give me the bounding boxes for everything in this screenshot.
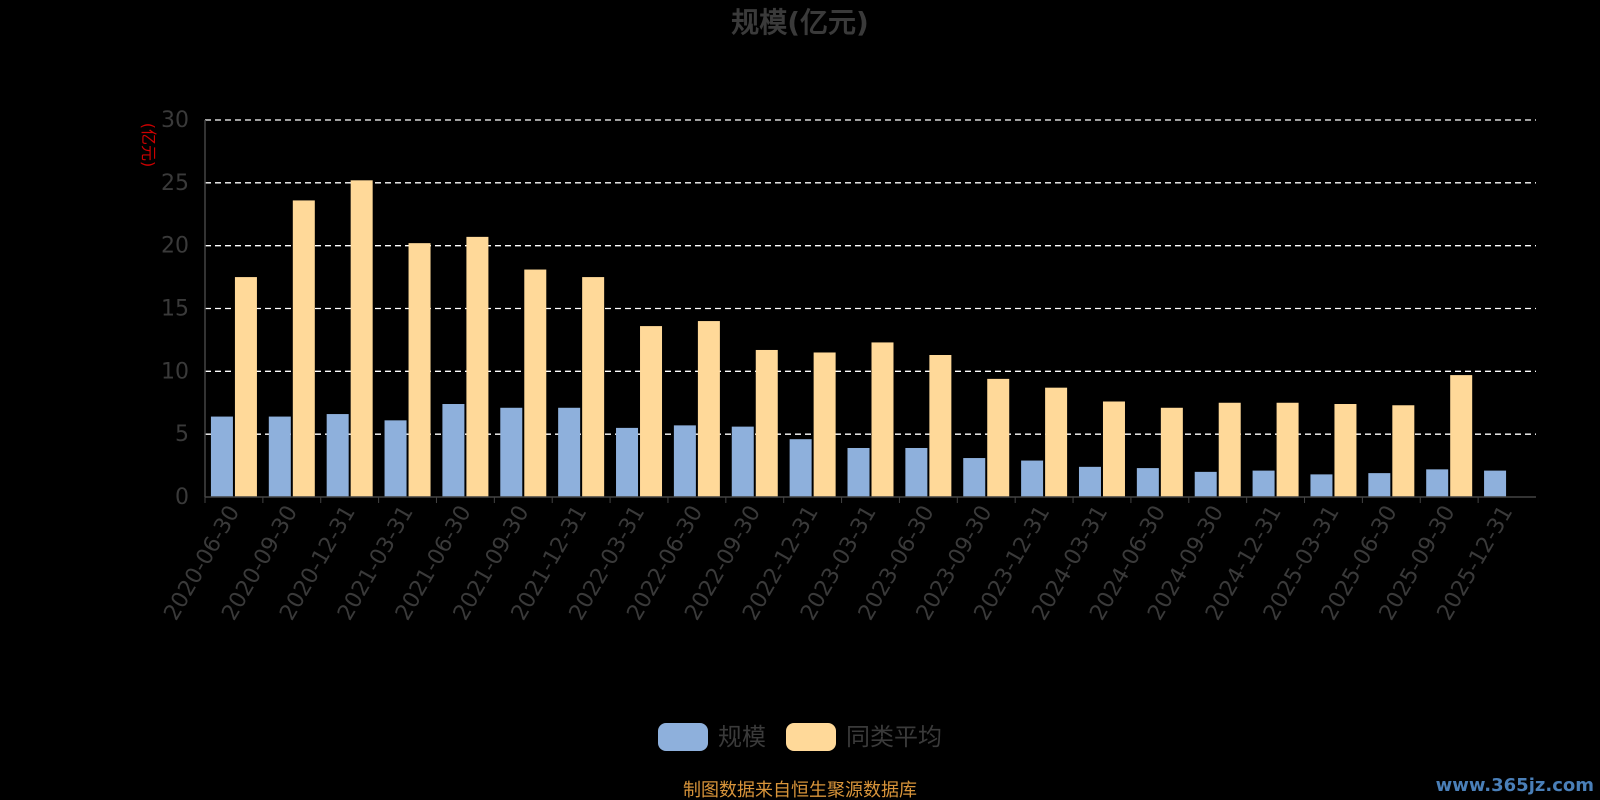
bar-peer-average [1334,404,1357,497]
legend-label: 同类平均 [846,723,942,751]
bar-scale [1021,460,1044,497]
bar-peer-average [813,352,836,497]
bar-scale [905,447,928,497]
grid [205,119,1536,435]
y-tick-label: 20 [161,234,189,259]
bar-scale [673,425,696,497]
bar-scale [1368,473,1391,497]
bar-peer-average [987,378,1010,497]
y-tick-label: 30 [161,108,189,133]
bar-scale [326,414,349,497]
bar-scale [558,407,581,497]
bar-scale [210,416,233,497]
bar-peer-average [1160,407,1183,497]
bar-scale [1136,468,1159,497]
bar-peer-average [408,243,431,497]
bar-peer-average [1450,375,1473,497]
bar-peer-average [1276,402,1299,497]
legend-item-peer-average[interactable]: 同类平均 [786,723,942,751]
bar-scale [1252,470,1275,497]
bar-scale [1078,466,1101,497]
bar-peer-average [640,326,663,497]
bar-peer-average [755,349,778,497]
y-tick-label: 25 [161,171,189,196]
bar-scale [616,427,639,497]
bar-peer-average [929,354,952,497]
bar-peer-average [234,277,257,497]
bar-scale [847,447,870,497]
bar-peer-average [1045,387,1068,497]
y-tick-label: 0 [175,485,189,510]
y-tick-label: 5 [175,422,189,447]
bar-scale [442,404,465,497]
bar-scale [789,439,812,497]
bar-scale [963,458,986,497]
legend-item-scale[interactable]: 规模 [658,723,766,751]
bar-scale [1426,469,1449,497]
y-tick-label: 10 [161,359,189,384]
bar-scale [500,407,523,497]
y-axis-label: (亿元) [139,123,158,168]
watermark: www.365jz.com [1435,775,1594,796]
legend-label: 规模 [718,723,766,751]
source-text: 制图数据来自恒生聚源数据库 [683,780,917,800]
bar-peer-average [871,342,894,497]
bars [210,180,1507,497]
bar-scale [1310,474,1333,497]
bar-peer-average [350,180,373,497]
x-axis: 2020-06-302020-09-302020-12-312021-03-31… [160,496,1536,625]
bar-scale [384,420,407,497]
bar-scale [1484,470,1507,497]
bar-scale [1194,471,1217,497]
legend-swatch [786,723,836,751]
bar-peer-average [1218,402,1241,497]
bar-peer-average [1102,401,1125,497]
bar-peer-average [582,277,605,497]
chart-title: 规模(亿元) [731,6,869,39]
y-axis: 0 5 10 15 20 25 30 [161,108,206,510]
bar-peer-average [466,236,489,497]
bar-scale [731,426,754,497]
y-tick-label: 15 [161,297,189,322]
bar-peer-average [524,269,547,497]
bar-peer-average [1392,405,1415,497]
bar-peer-average [697,321,720,497]
bar-scale [268,416,291,497]
legend[interactable]: 规模 同类平均 [658,723,942,751]
legend-swatch [658,723,708,751]
bar-peer-average [292,200,315,497]
